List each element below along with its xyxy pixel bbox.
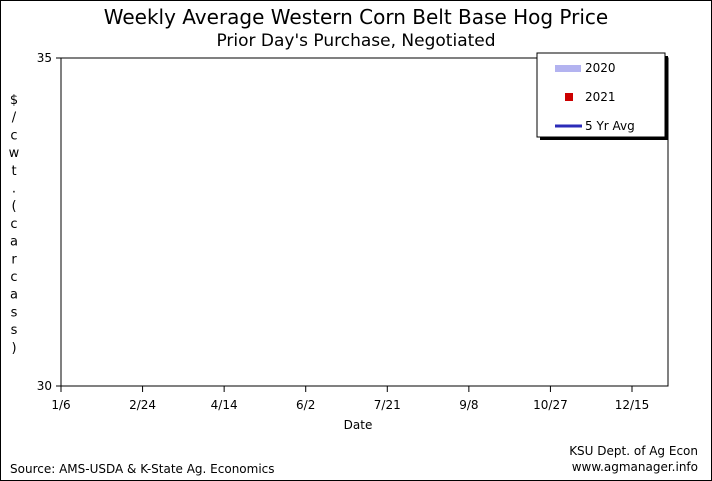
y-axis-label-char: s [11,323,18,338]
credit-line-2: www.agmanager.info [571,460,698,474]
chart-title: Weekly Average Western Corn Belt Base Ho… [103,5,609,29]
legend-label: 2020 [585,61,616,75]
y-axis-label-char: a [10,288,18,303]
x-tick-label: 6/2 [296,398,315,412]
y-axis-label-char: a [10,235,18,250]
x-tick-label: 1/6 [51,398,70,412]
x-tick-label: 12/15 [615,398,650,412]
y-axis-label-char: . [12,182,16,197]
y-axis-label-char: w [9,146,20,161]
y-axis-label-char: c [10,270,17,285]
y-axis-label-char: / [12,111,17,126]
credit-line-1: KSU Dept. of Ag Econ [569,444,698,458]
legend-label: 5 Yr Avg [585,119,635,133]
x-tick-label: 2/24 [129,398,156,412]
y-axis-label-char: s [11,305,18,320]
source-note: Source: AMS-USDA & K-State Ag. Economics [10,462,275,476]
x-axis-label: Date [344,418,373,432]
x-tick-label: 10/27 [533,398,568,412]
y-axis-label-char: t [11,164,16,179]
y-axis-label-char: ) [11,341,16,356]
x-tick-label: 7/21 [374,398,401,412]
legend: 2020 2021 5 Yr Avg [536,52,668,140]
x-tick-label: 9/8 [459,398,478,412]
legend-label: 2021 [585,90,616,104]
x-axis: 1/6 2/24 4/14 6/2 7/21 9/8 10/27 12/15 [51,386,649,412]
y-axis-label-char: r [11,252,17,267]
y-axis-label-char: $ [10,93,18,108]
legend-swatch-2021 [565,93,573,101]
y-axis-label-char: ( [11,199,16,214]
y-axis-label-char: c [10,128,17,143]
x-tick-label: 4/14 [211,398,238,412]
legend-swatch-2020 [555,65,581,72]
y-axis: 30 35 [37,51,61,393]
y-tick-label: 35 [37,51,52,65]
y-tick-label: 30 [37,379,52,393]
y-axis-label-char: c [10,217,17,232]
chart-subtitle: Prior Day's Purchase, Negotiated [216,31,496,51]
